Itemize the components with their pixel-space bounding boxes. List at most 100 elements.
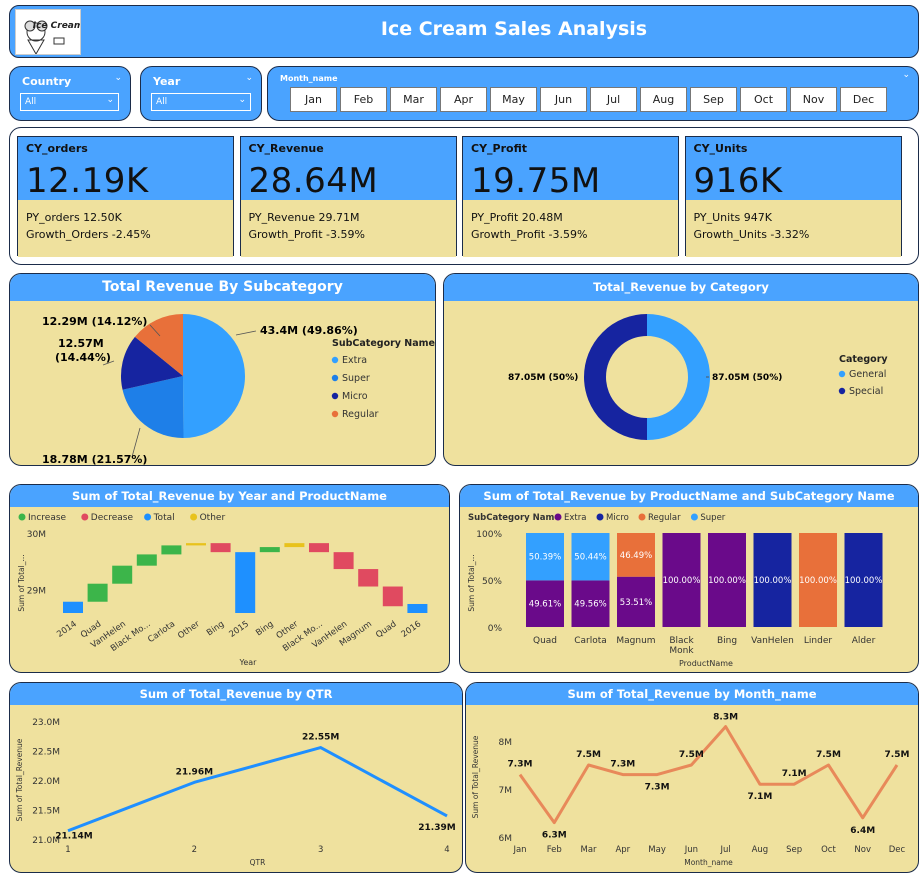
waterfall-bar[interactable] — [136, 554, 157, 566]
line-data-label: 21.39M — [418, 823, 455, 833]
pie-slice-micro[interactable] — [121, 336, 183, 390]
line-series[interactable] — [67, 746, 448, 833]
pie-slice-extra[interactable] — [183, 314, 246, 438]
line-point[interactable] — [655, 773, 659, 777]
x-tick-label: Jan — [512, 845, 526, 855]
month-option-mar[interactable]: Mar — [390, 87, 437, 112]
chevron-down-icon[interactable]: ⌄ — [245, 73, 253, 83]
pie-slice-super[interactable] — [122, 376, 184, 438]
stacked-bar-segment[interactable] — [617, 533, 655, 577]
stacked-bar-segment[interactable] — [799, 533, 837, 627]
y-tick-label: 23.0M — [32, 718, 60, 728]
country-dropdown[interactable]: All ⌄ — [20, 93, 119, 111]
legend-item-micro[interactable]: Micro — [606, 513, 629, 523]
legend-item-decrease[interactable]: Decrease — [91, 513, 134, 523]
donut-slice-special[interactable] — [584, 314, 648, 440]
qtr-line-card: Sum of Total_Revenue by QTR 23.0M 22.5M 22… — [9, 682, 463, 873]
waterfall-bar[interactable] — [259, 547, 280, 553]
line-point[interactable] — [445, 814, 449, 818]
legend-item-other[interactable]: Other — [200, 513, 226, 523]
waterfall-bar[interactable] — [333, 552, 354, 570]
chevron-down-icon[interactable]: ⌄ — [902, 70, 910, 80]
line-point[interactable] — [861, 816, 865, 820]
waterfall-bar[interactable] — [161, 545, 182, 555]
legend-item-extra[interactable]: Extra — [342, 355, 367, 366]
legend-item-extra[interactable]: Extra — [564, 513, 586, 523]
chevron-down-icon[interactable]: ⌄ — [114, 73, 122, 83]
country-slicer[interactable]: Country ⌄ All ⌄ — [9, 66, 131, 121]
line-data-label: 7.5M — [885, 750, 910, 760]
waterfall-bar[interactable] — [235, 552, 256, 613]
stacked-bar-segment[interactable] — [571, 580, 610, 627]
month-option-aug[interactable]: Aug — [640, 87, 687, 112]
legend-item-micro[interactable]: Micro — [342, 391, 368, 402]
legend-item-increase[interactable]: Increase — [28, 513, 67, 523]
waterfall-bar[interactable] — [358, 569, 379, 587]
bar-data-label: 53.51% — [620, 598, 652, 608]
line-point[interactable] — [587, 763, 591, 767]
stacked-bar-segment[interactable] — [617, 576, 655, 627]
waterfall-bar[interactable] — [63, 601, 83, 613]
line-point[interactable] — [689, 763, 693, 767]
legend-item-super[interactable]: Super — [342, 373, 370, 384]
year-dropdown[interactable]: All ⌄ — [151, 93, 251, 111]
stacked-bar-segment[interactable] — [526, 580, 564, 627]
legend-item-total[interactable]: Total — [153, 513, 175, 523]
pie-slice-regular[interactable] — [134, 314, 183, 376]
month-line-chart: 8M 7M 6M 7.3M Jan 6.3M Feb 7.5M Mar 7.3M Apr 7.3M Ma… — [471, 713, 910, 867]
stacked-bar-segment[interactable] — [526, 533, 564, 581]
x-tick-label: Jun — [684, 845, 698, 855]
line-point[interactable] — [319, 746, 323, 750]
legend-item-super[interactable]: Super — [700, 513, 725, 523]
line-point[interactable] — [724, 725, 728, 729]
month-option-sep[interactable]: Sep — [690, 87, 737, 112]
month-option-feb[interactable]: Feb — [340, 87, 387, 112]
waterfall-bar[interactable] — [407, 603, 428, 613]
line-point[interactable] — [792, 782, 796, 786]
line-point[interactable] — [758, 782, 762, 786]
month-option-dec[interactable]: Dec — [840, 87, 887, 112]
waterfall-bar[interactable] — [284, 543, 305, 548]
legend-item-regular[interactable]: Regular — [342, 409, 379, 420]
waterfall-bar[interactable] — [186, 543, 206, 546]
stacked-bar-segment[interactable] — [662, 533, 701, 627]
month-option-may[interactable]: May — [490, 87, 537, 112]
stacked-bar-segment[interactable] — [753, 533, 792, 627]
waterfall-bar[interactable] — [382, 586, 403, 607]
line-point[interactable] — [895, 763, 899, 767]
country-label: Country — [22, 75, 72, 88]
y-axis-label: Sum of Total_... — [467, 554, 476, 611]
month-option-apr[interactable]: Apr — [440, 87, 487, 112]
waterfall-bar[interactable] — [87, 583, 108, 602]
stacked-bar-segment[interactable] — [844, 533, 883, 627]
legend-item-regular[interactable]: Regular — [648, 513, 681, 523]
year-slicer[interactable]: Year ⌄ All ⌄ — [140, 66, 262, 121]
month-option-nov[interactable]: Nov — [790, 87, 837, 112]
stacked-bar-segment[interactable] — [708, 533, 746, 627]
month-option-jul[interactable]: Jul — [590, 87, 637, 112]
line-point[interactable] — [621, 773, 625, 777]
pie-data-label: 18.78M (21.57%) — [42, 453, 147, 466]
month-option-oct[interactable]: Oct — [740, 87, 787, 112]
stacked-bar-segment[interactable] — [571, 533, 610, 581]
x-tick-label: VanHelen — [751, 636, 794, 646]
month-option-jun[interactable]: Jun — [540, 87, 587, 112]
line-point[interactable] — [552, 821, 556, 825]
line-point[interactable] — [518, 773, 522, 777]
month-slicer[interactable]: Month_name ⌄ Jan Feb Mar Apr May Jun Jul Aug Sep… — [267, 66, 919, 121]
legend-marker — [838, 387, 846, 395]
line-point[interactable] — [192, 780, 196, 784]
legend-item-special[interactable]: Special — [849, 386, 883, 397]
line-point[interactable] — [826, 763, 830, 767]
waterfall-bar[interactable] — [210, 543, 231, 553]
legend-item-general[interactable]: General — [849, 369, 886, 380]
month-option-jan[interactable]: Jan — [290, 87, 337, 112]
kpi-value: 19.75M — [471, 161, 601, 201]
line-series[interactable] — [518, 725, 899, 825]
donut-slice-general[interactable] — [646, 314, 710, 440]
kpi-previous-year: PY_Profit 20.48M — [471, 211, 563, 224]
waterfall-bar[interactable] — [112, 565, 133, 584]
y-tick-label: 6M — [499, 834, 513, 844]
x-tick-label: Nov — [854, 845, 871, 855]
waterfall-bar[interactable] — [309, 543, 329, 553]
